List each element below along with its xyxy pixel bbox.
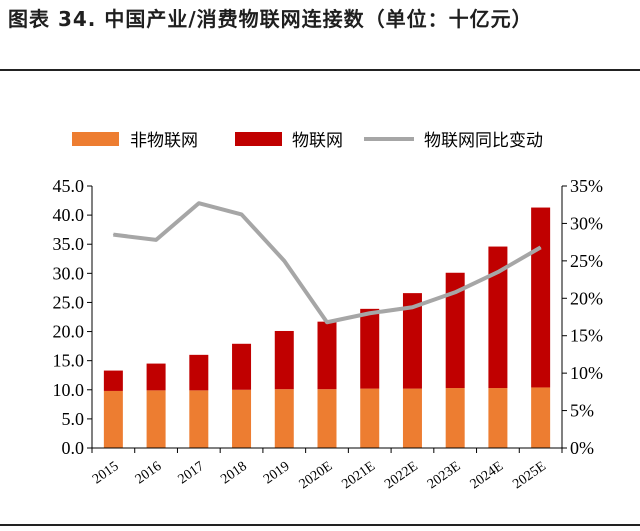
y-left-tick-label: 35.0	[53, 234, 85, 254]
legend: 非物联网 物联网 物联网同比变动	[72, 131, 543, 151]
bar-non-iot	[146, 390, 166, 448]
title-divider	[0, 69, 640, 71]
y-left-tick-label: 45.0	[53, 176, 85, 196]
bar-non-iot	[317, 389, 337, 448]
bar-iot	[103, 370, 123, 391]
x-tick-label: 2022E	[382, 459, 421, 492]
bar-non-iot	[274, 389, 294, 448]
bar-iot	[360, 308, 380, 389]
bar-non-iot	[232, 389, 252, 448]
bar-non-iot	[360, 388, 380, 448]
y-right-tick-label: 5%	[570, 401, 594, 421]
yoy-line	[112, 201, 542, 325]
y-left-tick-label: 25.0	[53, 292, 85, 312]
yoy-point	[497, 271, 499, 273]
y-right-tick-label: 25%	[570, 251, 603, 271]
yoy-point	[198, 202, 200, 204]
bar-iot	[189, 354, 209, 391]
yoy-point	[411, 306, 413, 308]
bar-iot	[274, 330, 294, 390]
y-left-tick-label: 5.0	[62, 409, 85, 429]
bar-iot	[146, 363, 166, 391]
bar-non-iot	[531, 387, 551, 448]
x-tick-label: 2021E	[339, 459, 378, 492]
bar-non-iot	[402, 388, 422, 448]
bar-non-iot	[189, 390, 209, 448]
bars	[103, 207, 551, 448]
bottom-divider	[0, 524, 640, 526]
bar-iot	[232, 343, 252, 390]
y-left-tick-label: 15.0	[53, 351, 85, 371]
bar-non-iot	[445, 388, 465, 448]
y-left-tick-label: 10.0	[53, 380, 85, 400]
bar-iot	[402, 293, 422, 389]
bar-non-iot	[103, 390, 123, 448]
x-tick-label: 2019	[261, 459, 293, 487]
x-tick-label: 2023E	[425, 459, 464, 492]
yoy-point	[283, 260, 285, 262]
y-right-tick-label: 0%	[570, 438, 594, 458]
legend-label-yoy: 物联网同比变动	[424, 131, 543, 151]
y-left-tick-label: 30.0	[53, 263, 85, 283]
bar-iot	[445, 272, 465, 389]
yoy-point	[241, 213, 243, 215]
x-tick-label: 2017	[176, 459, 208, 487]
bar-iot	[531, 207, 551, 388]
yoy-polyline	[113, 201, 542, 325]
yoy-point	[540, 246, 542, 248]
yoy-point	[155, 239, 157, 241]
y-right-tick-label: 20%	[570, 288, 603, 308]
yoy-point	[112, 234, 114, 236]
bar-non-iot	[488, 388, 508, 448]
chart-title: 图表 34. 中国产业/消费物联网连接数（单位：十亿元）	[8, 7, 533, 31]
y-right-tick-label: 30%	[570, 213, 603, 233]
y-right-tick-label: 15%	[570, 326, 603, 346]
legend-swatch-iot	[235, 132, 282, 146]
y-left-tick-label: 40.0	[53, 205, 85, 225]
legend-label-iot: 物联网	[292, 131, 343, 151]
yoy-point	[369, 312, 371, 314]
legend-label-non-iot: 非物联网	[130, 131, 198, 151]
legend-swatch-non-iot	[72, 132, 119, 146]
bar-iot	[317, 321, 337, 390]
x-tick-label: 2015	[90, 459, 122, 487]
bar-iot	[488, 246, 508, 389]
y-left-tick-label: 20.0	[53, 322, 85, 342]
x-tick-label: 2024E	[468, 459, 507, 492]
yoy-point	[326, 321, 328, 323]
x-tick-label: 2020E	[297, 459, 336, 492]
x-tick-label: 2018	[218, 459, 250, 487]
y-left-tick-label: 0.0	[62, 438, 85, 458]
x-tick-label: 2016	[133, 459, 165, 487]
y-right-tick-label: 10%	[570, 363, 603, 383]
yoy-point	[454, 291, 456, 293]
y-right-tick-label: 35%	[570, 176, 603, 196]
x-tick-label: 2025E	[510, 459, 549, 492]
